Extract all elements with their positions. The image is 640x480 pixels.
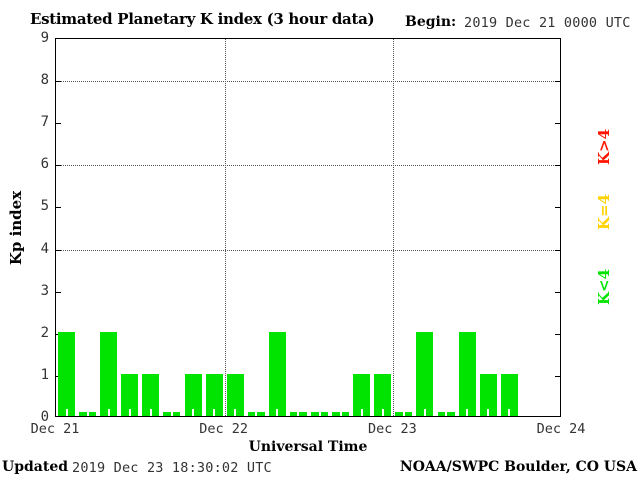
kp-bar	[205, 373, 223, 416]
kp-bar	[268, 331, 286, 416]
x-day-label: Dec 22	[199, 421, 249, 437]
legend-item-k-lt-4: K<4	[595, 268, 613, 306]
kp-bar	[142, 373, 160, 416]
y-tick-mark	[555, 165, 560, 167]
y-tick-mark	[555, 333, 560, 335]
y-tick-mark	[56, 165, 61, 167]
y-tick-mark	[555, 291, 560, 293]
updated-label: Updated	[2, 459, 69, 475]
axis-tick-overlay	[423, 409, 426, 416]
kp-bar	[479, 373, 497, 416]
axis-tick-overlay	[297, 409, 300, 416]
kp-bar	[353, 373, 371, 416]
kp-bar	[500, 373, 518, 416]
axis-tick-overlay	[213, 409, 216, 416]
y-tick-mark	[56, 207, 61, 209]
x-day-label: Dec 23	[367, 421, 417, 437]
y-tick-mark	[555, 375, 560, 377]
kp-bar	[458, 331, 476, 416]
begin-value: 2019 Dec 21 0000 UTC	[464, 15, 631, 31]
y-tick-label: 6	[40, 156, 49, 173]
updated-timestamp: 2019 Dec 23 18:30:02 UTC	[72, 460, 272, 476]
axis-tick-overlay	[234, 409, 237, 416]
axis-tick-overlay	[149, 409, 152, 416]
x-day-label: Dec 24	[536, 421, 586, 437]
kp-bar	[100, 331, 118, 416]
day-boundary-line	[393, 39, 395, 416]
y-tick-mark	[56, 291, 61, 293]
y-tick-label: 5	[40, 198, 49, 215]
axis-tick-overlay	[255, 409, 258, 416]
axis-tick-overlay	[339, 409, 342, 416]
axis-tick-overlay	[360, 409, 363, 416]
x-day-label: Dec 21	[30, 421, 80, 437]
day-boundary-line	[224, 39, 226, 416]
y-tick-mark	[56, 249, 61, 251]
axis-tick-overlay	[445, 409, 448, 416]
y-tick-label: 9	[40, 30, 49, 46]
axis-tick-overlay	[381, 409, 384, 416]
chart-title: Estimated Planetary K index (3 hour data…	[30, 10, 375, 28]
kp-bar	[226, 373, 244, 416]
axis-tick-overlay	[487, 409, 490, 416]
y-tick-mark	[555, 123, 560, 125]
y-tick-label: 3	[40, 282, 49, 299]
axis-tick-overlay	[466, 409, 469, 416]
credit-text: NOAA/SWPC Boulder, CO USA	[399, 459, 637, 475]
y-tick-mark	[555, 207, 560, 209]
kp-bar	[58, 331, 76, 416]
plot-area	[55, 38, 561, 417]
axis-tick-overlay	[402, 409, 405, 416]
axis-tick-overlay	[65, 409, 68, 416]
y-tick-label: 1	[40, 366, 49, 383]
axis-tick-overlay	[107, 409, 110, 416]
gridline-kp-6	[56, 165, 560, 167]
y-tick-label: 0	[40, 409, 49, 425]
y-tick-mark	[555, 249, 560, 251]
begin-label: Begin:	[405, 14, 457, 30]
kp-bar	[184, 373, 202, 416]
y-tick-label: 2	[40, 324, 49, 341]
kp-bar	[121, 373, 139, 416]
y-tick-label: 4	[40, 240, 49, 257]
legend-item-k-gt-4: K>4	[595, 128, 613, 166]
kp-bar	[374, 373, 392, 416]
axis-tick-overlay	[128, 409, 131, 416]
axis-tick-overlay	[86, 409, 89, 416]
axis-tick-overlay	[192, 409, 195, 416]
y-tick-label: 8	[40, 72, 49, 89]
y-tick-mark	[56, 81, 61, 83]
y-tick-label: 7	[40, 114, 49, 131]
kp-bar	[416, 331, 434, 416]
x-axis-title: Universal Time	[248, 439, 368, 455]
y-tick-mark	[56, 123, 61, 125]
axis-tick-overlay	[318, 409, 321, 416]
y-tick-mark	[555, 81, 560, 83]
gridline-kp-4	[56, 249, 560, 251]
axis-tick-overlay	[508, 409, 511, 416]
axis-tick-overlay	[170, 409, 173, 416]
gridline-kp-8	[56, 81, 560, 83]
legend-item-k-eq-4: K=4	[595, 193, 613, 231]
axis-tick-overlay	[276, 409, 279, 416]
